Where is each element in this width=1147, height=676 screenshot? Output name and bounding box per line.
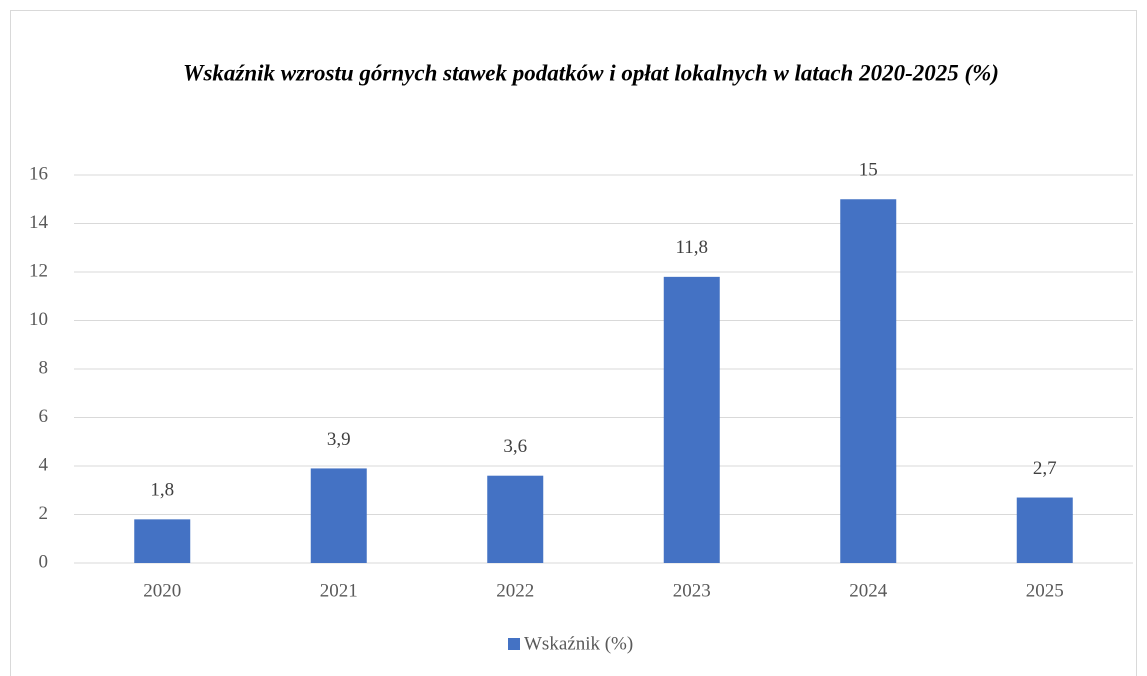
y-tick-label: 14 (29, 212, 49, 233)
x-tick-label: 2020 (143, 580, 181, 601)
x-tick-label: 2024 (849, 580, 888, 601)
legend-swatch (508, 638, 520, 650)
data-label: 2,7 (1033, 458, 1057, 479)
bar (487, 475, 544, 563)
y-tick-label: 8 (39, 357, 49, 378)
data-label: 3,9 (327, 429, 351, 450)
data-label: 11,8 (675, 237, 708, 258)
y-tick-label: 2 (39, 503, 49, 524)
bar (840, 199, 897, 563)
y-tick-label: 0 (39, 551, 49, 572)
legend-label: Wskaźnik (%) (524, 633, 633, 654)
y-tick-label: 12 (29, 260, 48, 281)
data-label: 15 (859, 160, 878, 181)
bar (134, 519, 191, 563)
y-tick-label: 16 (29, 163, 48, 184)
data-label: 1,8 (150, 480, 174, 501)
y-tick-label: 4 (39, 454, 49, 475)
x-tick-label: 2021 (320, 580, 358, 601)
data-label: 3,6 (503, 436, 527, 457)
y-tick-label: 10 (29, 309, 48, 330)
bar (663, 276, 720, 563)
bar (310, 468, 367, 563)
x-tick-label: 2022 (496, 580, 534, 601)
chart-frame (10, 10, 1137, 676)
y-tick-label: 6 (39, 406, 49, 427)
chart-title: Wskaźnik wzrostu górnych stawek podatków… (183, 60, 999, 85)
x-tick-label: 2025 (1026, 580, 1064, 601)
bar (1016, 497, 1073, 563)
x-tick-label: 2023 (673, 580, 711, 601)
